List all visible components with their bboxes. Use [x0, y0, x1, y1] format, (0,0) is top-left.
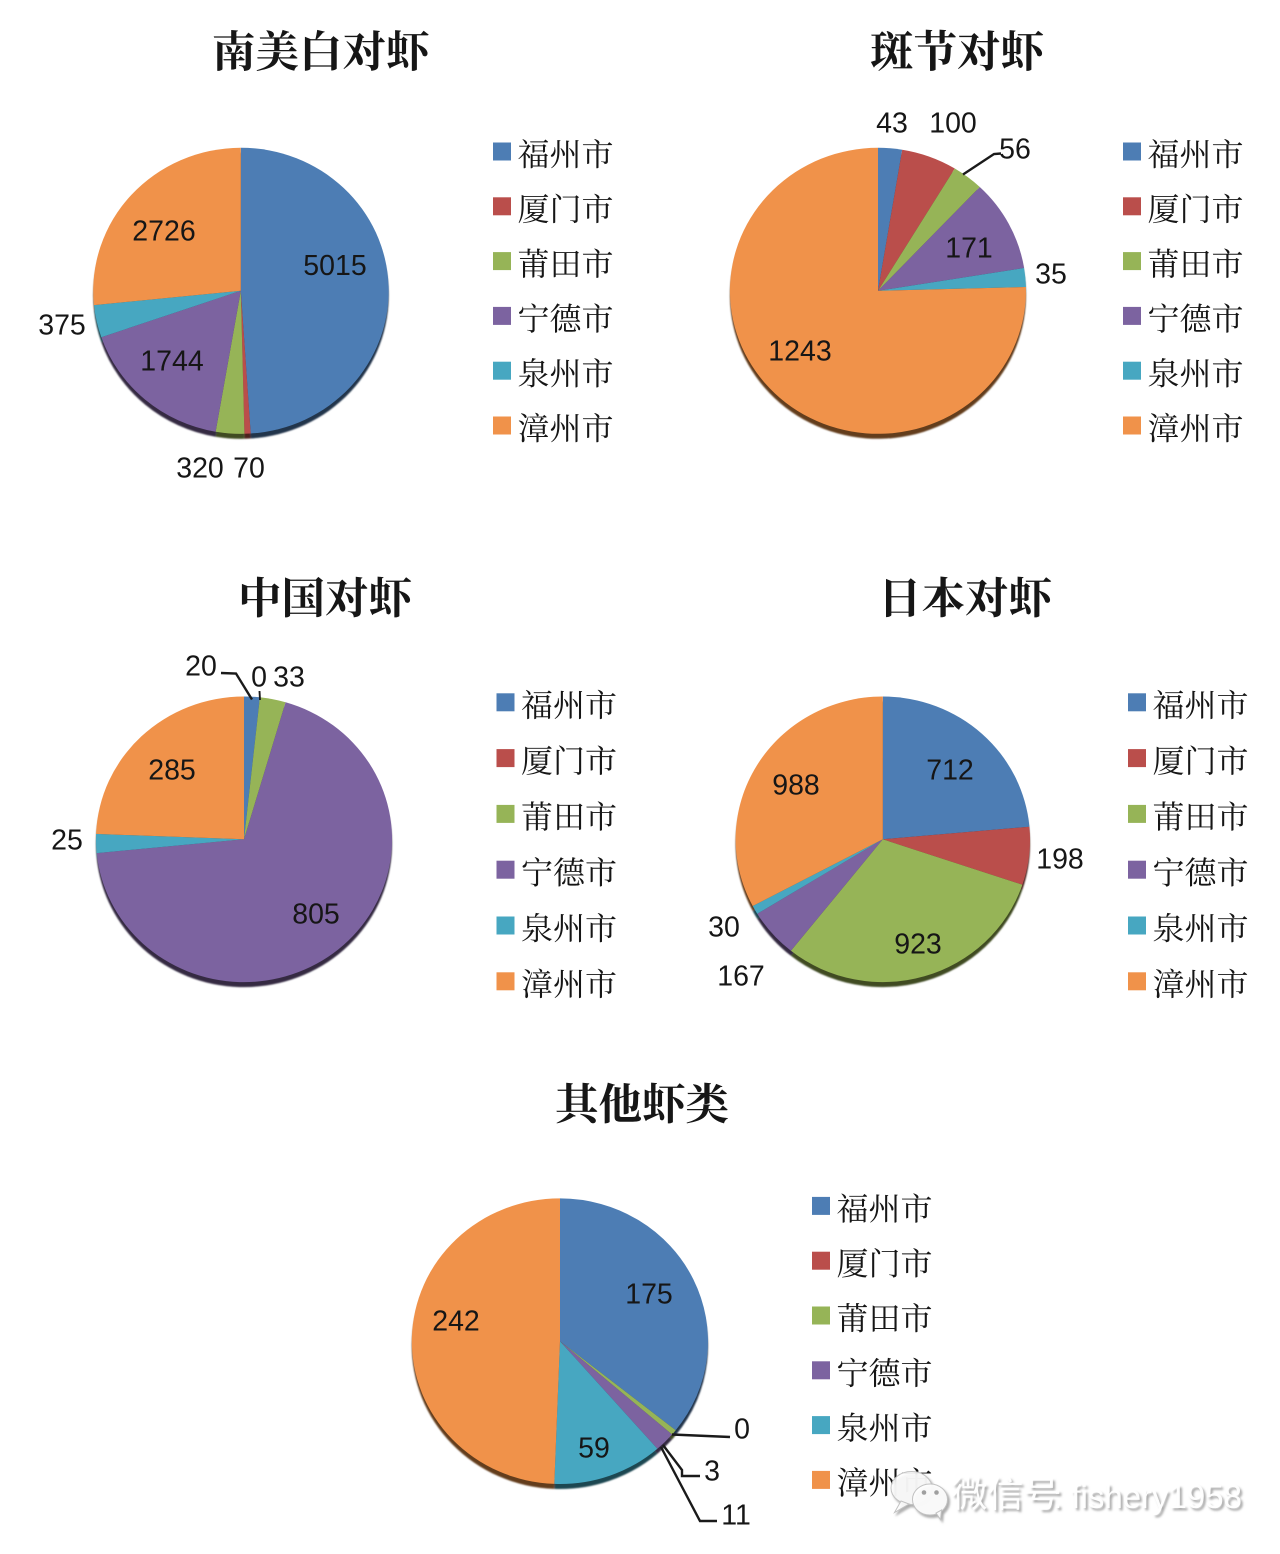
svg-text:167: 167	[717, 960, 765, 992]
svg-text:375: 375	[38, 309, 86, 341]
svg-text:242: 242	[432, 1305, 480, 1337]
svg-text:5015: 5015	[303, 250, 366, 282]
svg-text:43: 43	[876, 107, 908, 139]
svg-text:0: 0	[734, 1413, 750, 1445]
svg-text:923: 923	[894, 928, 942, 960]
svg-text:56: 56	[999, 133, 1031, 165]
svg-text:20: 20	[185, 650, 217, 682]
svg-text:30: 30	[708, 911, 740, 943]
svg-text:805: 805	[292, 898, 340, 930]
svg-text:1744: 1744	[140, 345, 204, 377]
svg-text:171: 171	[945, 232, 993, 264]
svg-text:2726: 2726	[132, 215, 195, 247]
svg-text:70: 70	[233, 452, 265, 484]
svg-text:35: 35	[1035, 258, 1067, 290]
svg-text:175: 175	[625, 1278, 673, 1310]
svg-text:988: 988	[772, 769, 820, 801]
svg-text:712: 712	[926, 754, 974, 786]
svg-text:1243: 1243	[768, 335, 831, 367]
svg-text:: fishery1958: : fishery1958	[1053, 1478, 1242, 1515]
svg-text:100: 100	[929, 107, 977, 139]
svg-text:198: 198	[1036, 843, 1084, 875]
svg-text:0: 0	[251, 661, 267, 693]
svg-text:320: 320	[176, 452, 224, 484]
svg-text:11: 11	[721, 1499, 751, 1531]
svg-text:33: 33	[273, 661, 305, 693]
svg-text:285: 285	[148, 754, 196, 786]
svg-text:25: 25	[51, 824, 83, 856]
svg-text:3: 3	[704, 1455, 720, 1487]
svg-text:59: 59	[578, 1432, 610, 1464]
